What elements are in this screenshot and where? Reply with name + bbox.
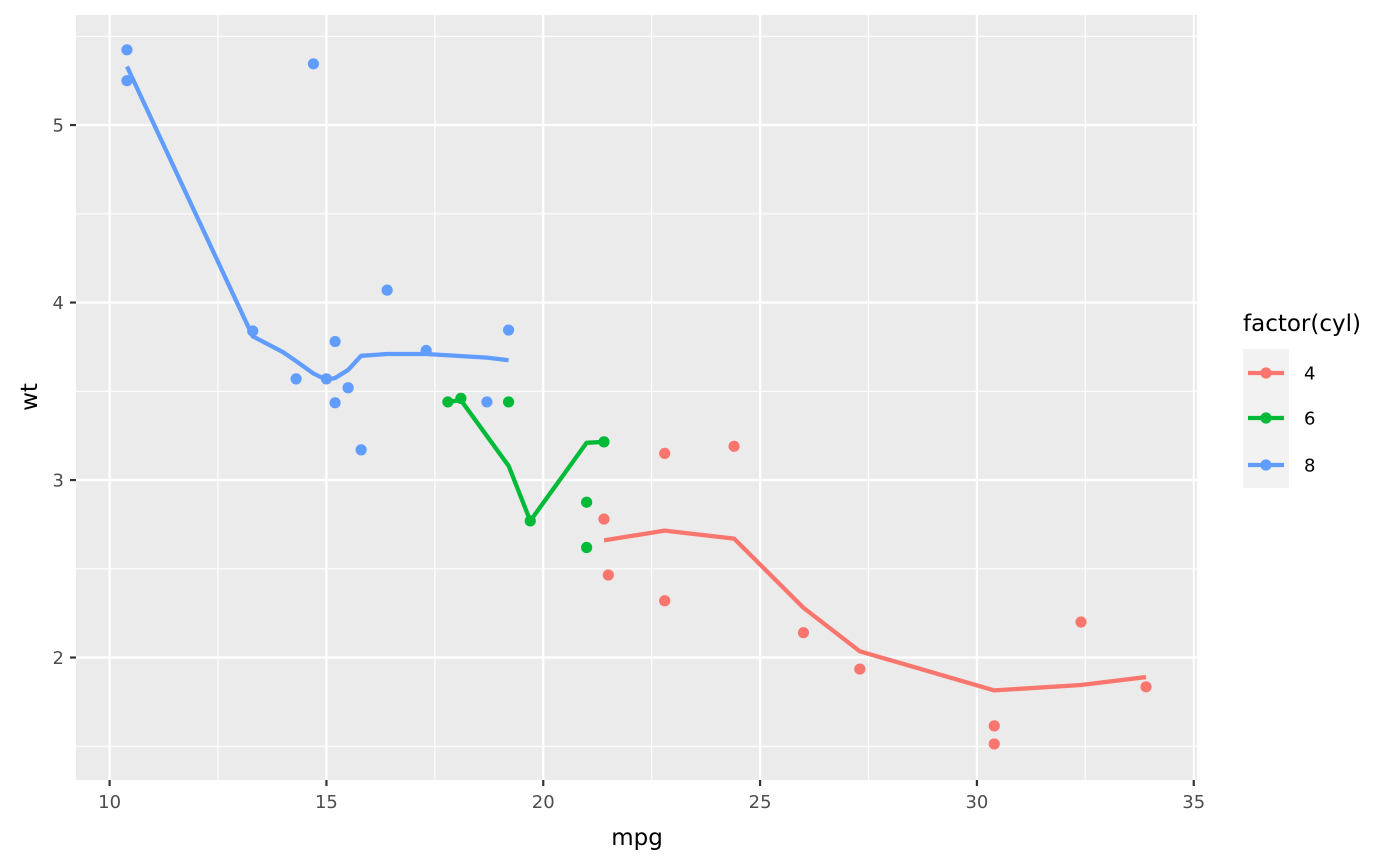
data-point-8: [481, 396, 493, 408]
y-axis: 2 3 4 5: [53, 116, 76, 669]
data-point-4: [1140, 681, 1152, 693]
data-point-8: [342, 382, 354, 394]
y-tick-label: 3: [53, 471, 64, 492]
data-point-8: [355, 444, 367, 456]
legend-title: factor(cyl): [1243, 311, 1361, 337]
x-tick-label: 30: [965, 792, 988, 813]
y-tick-label: 4: [53, 293, 64, 314]
data-point-4: [602, 569, 614, 581]
x-tick-label: 20: [532, 792, 555, 813]
x-tick-label: 35: [1182, 792, 1205, 813]
minor-gridlines: [76, 15, 1197, 780]
x-tick-label: 10: [98, 792, 121, 813]
data-point-8: [307, 58, 320, 70]
series-line-4: [603, 528, 1147, 693]
data-point-4: [659, 595, 671, 607]
data-point-8: [381, 284, 393, 296]
legend-item-6: 6: [1248, 409, 1315, 430]
legend-key-point: [1260, 459, 1272, 471]
data-point-8: [420, 344, 432, 357]
legend-key-point: [1260, 412, 1272, 424]
data-point-6: [598, 436, 610, 448]
data-point-4: [988, 738, 1000, 750]
legend-items: 4 6 8: [1248, 364, 1315, 477]
x-tick-label: 15: [315, 792, 338, 813]
data-point-8: [121, 75, 133, 87]
data-point-8: [502, 324, 515, 336]
data-point-8: [320, 373, 333, 385]
data-point-4: [988, 720, 1000, 732]
data-point-8: [247, 325, 259, 337]
legend-key-point: [1260, 367, 1272, 379]
data-point-8: [121, 44, 133, 56]
legend-item-4: 4: [1248, 364, 1315, 385]
data-point-6: [524, 515, 536, 527]
x-axis: 10 15 20 25 30 35: [98, 780, 1205, 813]
y-axis-title: wt: [17, 383, 43, 411]
legend: factor(cyl) 4 6 8: [1243, 311, 1361, 488]
data-point-4: [728, 440, 740, 452]
legend-label: 8: [1304, 456, 1315, 477]
legend-item-8: 8: [1248, 456, 1315, 477]
data-point-4: [598, 513, 610, 525]
data-point-8: [290, 373, 302, 385]
legend-label: 6: [1304, 409, 1315, 430]
data-point-4: [1075, 616, 1087, 628]
x-tick-label: 25: [749, 792, 772, 813]
data-point-4: [854, 663, 866, 675]
data-points: [121, 44, 1152, 750]
data-point-6: [442, 396, 454, 408]
y-tick-label: 5: [53, 116, 64, 137]
x-axis-title: mpg: [611, 825, 663, 851]
y-tick-label: 2: [53, 648, 64, 669]
data-point-6: [581, 496, 593, 508]
data-point-4: [659, 447, 671, 460]
major-gridlines: [76, 15, 1197, 780]
data-point-6: [581, 541, 593, 554]
data-point-8: [329, 397, 341, 409]
data-point-8: [329, 335, 341, 348]
data-point-6: [502, 396, 515, 408]
legend-label: 4: [1304, 364, 1315, 385]
plot-panel: [76, 15, 1197, 780]
data-point-4: [797, 627, 810, 639]
data-point-6: [455, 392, 467, 404]
